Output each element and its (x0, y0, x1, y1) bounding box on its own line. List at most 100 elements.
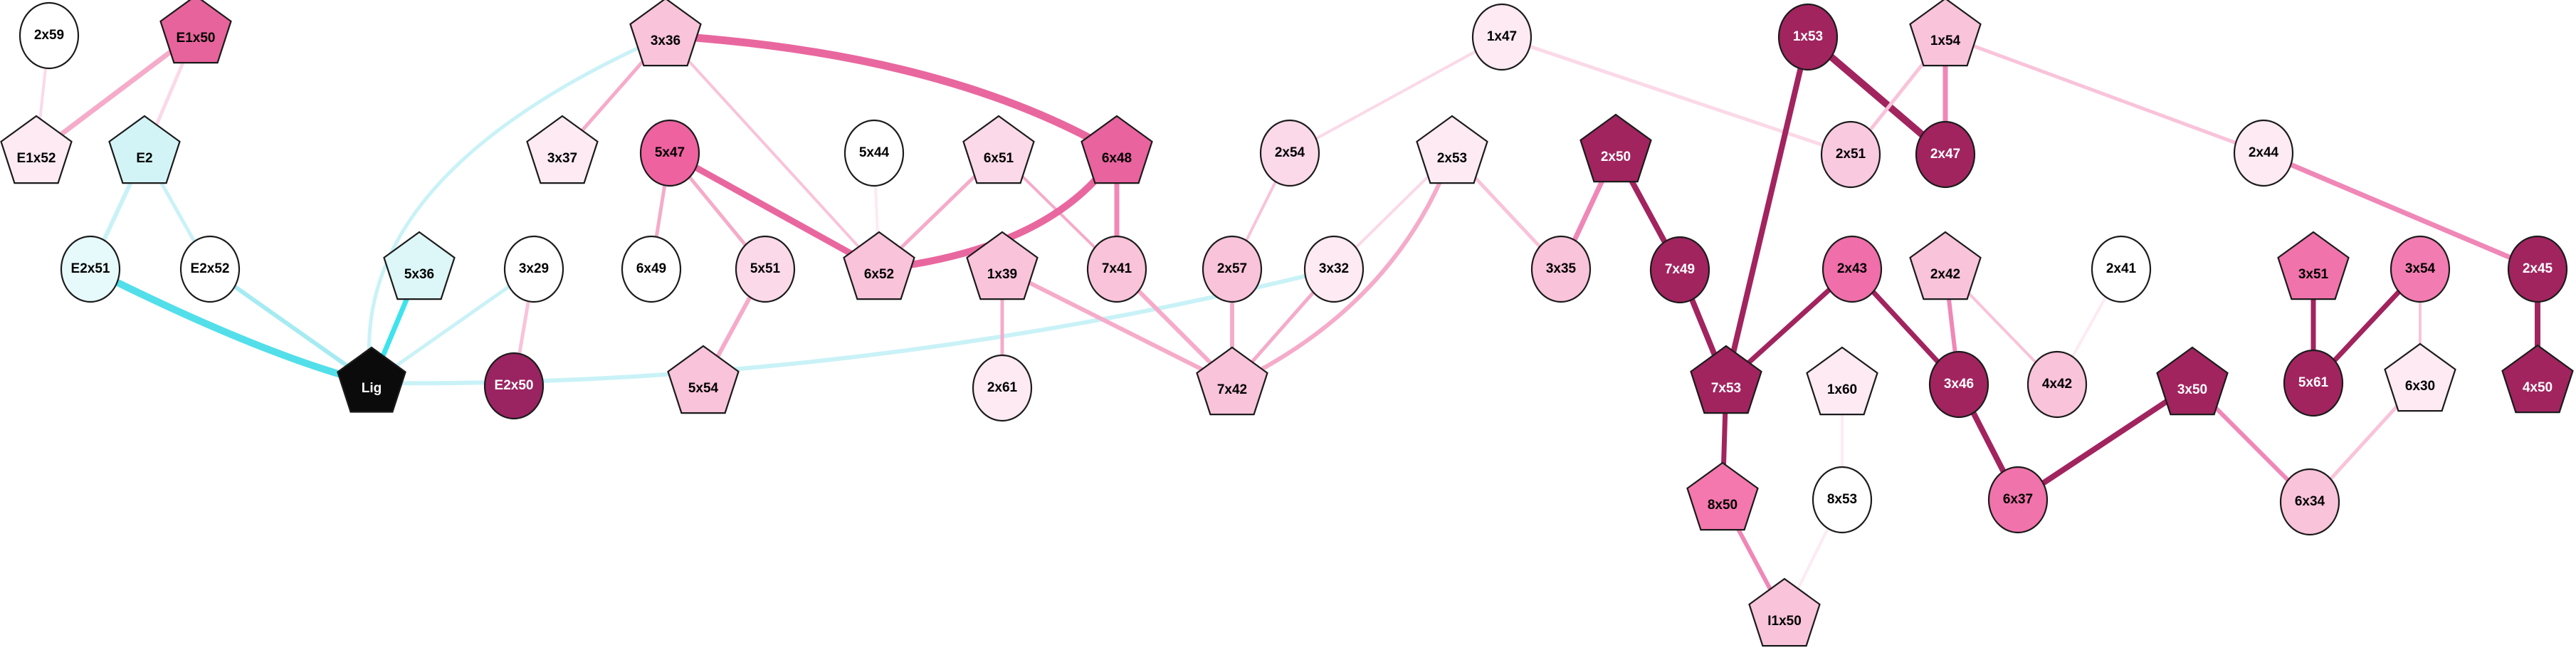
edge-Lig-3x29 (369, 267, 536, 385)
pentagon-node-icon (966, 231, 1039, 300)
node-6x48[interactable]: 6x48 (1081, 115, 1153, 184)
node-3x46[interactable]: 3x46 (1928, 350, 1989, 419)
circle-node-icon (1915, 120, 1976, 189)
node-3x36[interactable]: 3x36 (629, 0, 702, 67)
node-E1x50[interactable]: E1x50 (159, 0, 232, 64)
circle-node-icon (2091, 235, 2152, 303)
node-8x53[interactable]: 8x53 (1812, 466, 1873, 534)
circle-node-icon (2507, 235, 2568, 303)
node-2x51[interactable]: 2x51 (1820, 120, 1881, 189)
node-3x29[interactable]: 3x29 (503, 235, 564, 303)
node-1x60[interactable]: 1x60 (1806, 346, 1878, 416)
circle-node-icon (1820, 120, 1881, 189)
circle-node-icon (1777, 3, 1839, 71)
node-2x50[interactable]: 2x50 (1579, 113, 1652, 183)
node-7x53[interactable]: 7x53 (1690, 345, 1762, 414)
node-2x53[interactable]: 2x53 (1416, 115, 1488, 184)
node-6x49[interactable]: 6x49 (621, 235, 682, 303)
node-3x51[interactable]: 3x51 (2277, 231, 2350, 300)
node-5x54[interactable]: 5x54 (667, 345, 740, 414)
edge-Lig-E2x52 (208, 267, 374, 385)
node-E2x51[interactable]: E2x51 (60, 235, 121, 303)
pentagon-node-icon (2156, 346, 2229, 416)
pentagon-node-icon (843, 231, 915, 300)
node-4x42[interactable]: 4x42 (2026, 350, 2088, 419)
circle-node-icon (621, 235, 682, 303)
circle-node-icon (843, 119, 905, 187)
node-4x50[interactable]: 4x50 (2501, 344, 2574, 414)
node-2x57[interactable]: 2x57 (1202, 235, 1263, 303)
node-2x42[interactable]: 2x42 (1909, 231, 1982, 300)
node-E2x52[interactable]: E2x52 (179, 235, 241, 303)
node-2x41[interactable]: 2x41 (2091, 235, 2152, 303)
circle-node-icon (1259, 119, 1320, 187)
node-2x59[interactable]: 2x59 (19, 1, 80, 70)
node-3x50[interactable]: 3x50 (2156, 346, 2229, 416)
edge-1x47-2x54 (1288, 36, 1503, 154)
node-6x51[interactable]: 6x51 (962, 115, 1035, 184)
node-3x35[interactable]: 3x35 (1530, 235, 1592, 303)
pentagon-node-icon (1748, 577, 1821, 647)
edge-1x53-7x53 (1723, 34, 1811, 386)
edge-2x53-7x42 (1230, 151, 1454, 387)
edge-E1x50-E1x52 (33, 30, 199, 156)
node-7x41[interactable]: 7x41 (1086, 235, 1147, 303)
circle-node-icon (19, 1, 80, 70)
node-1x54[interactable]: 1x54 (1909, 0, 1982, 67)
circle-node-icon (639, 119, 700, 187)
pentagon-node-icon (667, 345, 740, 414)
node-3x32[interactable]: 3x32 (1303, 235, 1365, 303)
node-6x34[interactable]: 6x34 (2279, 468, 2340, 536)
node-2x61[interactable]: 2x61 (972, 354, 1033, 422)
node-2x54[interactable]: 2x54 (1259, 119, 1320, 187)
node-2x45[interactable]: 2x45 (2507, 235, 2568, 303)
pentagon-node-icon (1196, 346, 1268, 416)
node-5x61[interactable]: 5x61 (2283, 349, 2344, 417)
pentagon-node-icon (1909, 0, 1982, 67)
edge-Lig-3x36 (367, 33, 668, 385)
pentagon-node-icon (962, 115, 1035, 184)
circle-node-icon (1812, 466, 1873, 534)
circle-node-icon (735, 235, 796, 303)
node-E2[interactable]: E2 (108, 115, 181, 184)
node-1x53[interactable]: 1x53 (1777, 3, 1839, 71)
node-2x43[interactable]: 2x43 (1821, 235, 1883, 303)
node-E2x50[interactable]: E2x50 (483, 352, 545, 420)
pentagon-node-icon (2384, 342, 2456, 412)
node-3x54[interactable]: 3x54 (2390, 235, 2451, 303)
node-1x39[interactable]: 1x39 (966, 231, 1039, 300)
pentagon-node-icon (159, 0, 232, 64)
node-2x47[interactable]: 2x47 (1915, 120, 1976, 189)
pentagon-node-icon (1909, 231, 1982, 300)
circle-node-icon (2390, 235, 2451, 303)
pentagon-node-icon (1416, 115, 1488, 184)
node-8x50[interactable]: 8x50 (1686, 461, 1759, 531)
node-2x44[interactable]: 2x44 (2233, 119, 2294, 187)
pentagon-node-icon (0, 115, 73, 184)
pentagon-node-icon (1579, 113, 1652, 183)
node-5x47[interactable]: 5x47 (639, 119, 700, 187)
pentagon-node-icon (1806, 346, 1878, 416)
node-7x49[interactable]: 7x49 (1649, 236, 1710, 304)
circle-node-icon (1928, 350, 1989, 419)
node-5x44[interactable]: 5x44 (843, 119, 905, 187)
node-1x47[interactable]: 1x47 (1471, 3, 1533, 71)
node-I1x50[interactable]: I1x50 (1748, 577, 1821, 647)
circle-node-icon (1471, 3, 1533, 71)
node-Lig[interactable]: Lig (337, 346, 406, 413)
circle-node-icon (2283, 349, 2344, 417)
node-5x51[interactable]: 5x51 (735, 235, 796, 303)
edge-3x36-6x52 (664, 34, 880, 271)
node-E1x52[interactable]: E1x52 (0, 115, 73, 184)
circle-node-icon (179, 235, 241, 303)
edge-3x36-6x48 (661, 31, 1121, 157)
node-6x37[interactable]: 6x37 (1987, 466, 2049, 534)
circle-node-icon (1987, 466, 2049, 534)
edge-1x39-7x42 (1000, 267, 1234, 387)
circle-node-icon (1649, 236, 1710, 304)
node-6x30[interactable]: 6x30 (2384, 342, 2456, 412)
circle-node-icon (1202, 235, 1263, 303)
pentagon-node-icon (1081, 115, 1153, 184)
